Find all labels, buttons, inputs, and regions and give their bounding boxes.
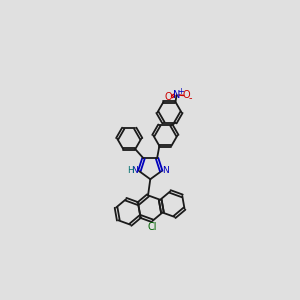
Text: H: H: [127, 166, 134, 175]
Text: -: -: [189, 93, 192, 103]
Text: Cl: Cl: [148, 222, 157, 232]
Text: +: +: [177, 87, 184, 96]
Text: O: O: [183, 91, 190, 100]
Text: O: O: [165, 92, 172, 102]
Text: N: N: [163, 166, 169, 175]
Text: N: N: [131, 166, 138, 175]
Text: N: N: [173, 89, 180, 100]
